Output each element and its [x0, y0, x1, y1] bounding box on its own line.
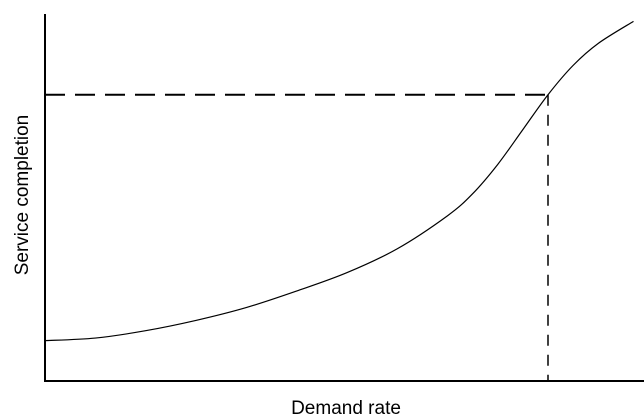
x-axis-label: Demand rate: [291, 398, 401, 419]
y-axis-label: Service completion: [12, 115, 33, 276]
series-line: [44, 20, 634, 342]
